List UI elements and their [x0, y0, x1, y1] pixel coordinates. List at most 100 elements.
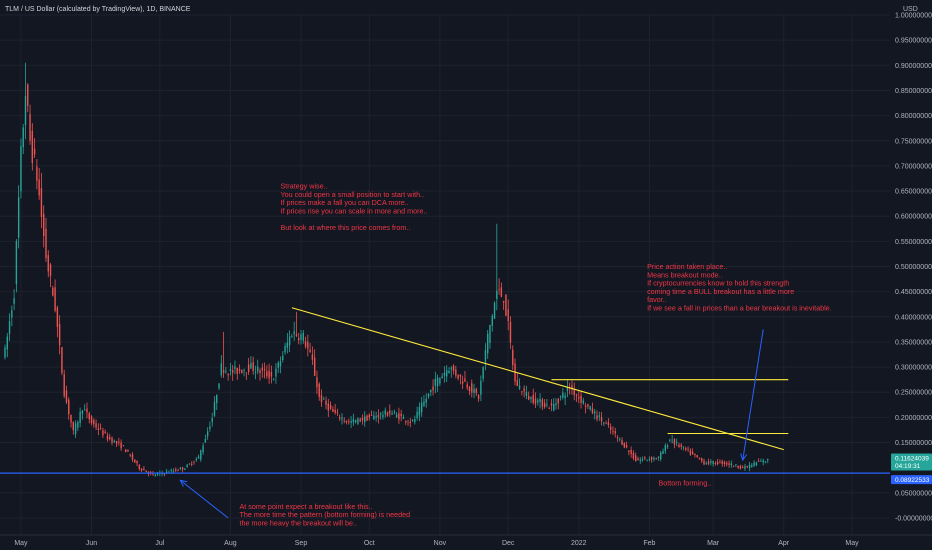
- x-tick-label: May: [14, 540, 28, 547]
- candle-bull: [484, 350, 487, 363]
- candle-bear: [573, 388, 575, 395]
- x-tick-label: Mar: [707, 540, 720, 547]
- y-tick-label: 0.40000000: [895, 314, 932, 321]
- candle-bear: [457, 374, 459, 379]
- candle-bull: [200, 450, 202, 460]
- candle-bull: [350, 421, 352, 423]
- candle-bull: [564, 395, 566, 399]
- candle-bull: [669, 440, 671, 442]
- candle-bull: [744, 466, 746, 469]
- candle-bear: [405, 420, 407, 423]
- candle-bear: [477, 395, 480, 400]
- candle-bear: [605, 423, 607, 425]
- candle-bear: [122, 445, 125, 446]
- candle-bear: [407, 421, 409, 423]
- candle-bull: [553, 404, 555, 411]
- candle-bull: [675, 442, 678, 444]
- candle-bull: [352, 419, 355, 423]
- candle-bear: [99, 428, 102, 429]
- candle-bear: [58, 323, 61, 346]
- candle-bear: [468, 387, 471, 392]
- candle-bull: [450, 367, 452, 370]
- candle-bull: [530, 397, 532, 399]
- candle-bull: [220, 363, 223, 376]
- candle-bear: [33, 148, 36, 155]
- last-price-tag: [891, 453, 932, 471]
- candle-bull: [354, 419, 357, 422]
- candle-bull: [156, 473, 159, 475]
- candle-bear: [49, 264, 52, 276]
- candle-bear: [236, 368, 238, 374]
- x-tick-label: 2022: [571, 540, 587, 547]
- candle-bear: [261, 367, 263, 371]
- drawings-layer[interactable]: [0, 307, 890, 519]
- candle-bull: [487, 333, 489, 354]
- annotation-text[interactable]: Price action taken place..Means breakout…: [647, 262, 832, 313]
- candle-bear: [298, 338, 300, 341]
- candle-bear: [245, 372, 248, 374]
- candle-bear: [377, 414, 380, 418]
- candle-bear: [386, 412, 389, 416]
- arrow-head: [740, 453, 748, 462]
- candle-bear: [685, 447, 687, 450]
- candle-bull: [480, 380, 482, 395]
- candle-bull: [646, 459, 648, 461]
- arrow-line[interactable]: [742, 329, 764, 461]
- candle-bull: [13, 298, 15, 304]
- candle-bear: [701, 458, 703, 461]
- annotation-text[interactable]: Strategy wise..You could open a small po…: [281, 182, 428, 233]
- candle-bull: [81, 410, 84, 414]
- candle-bear: [313, 357, 316, 376]
- candle-bear: [359, 419, 361, 422]
- candle-bull: [671, 441, 673, 443]
- descending-trendline[interactable]: [291, 307, 784, 451]
- candle-bull: [446, 370, 448, 377]
- currency-label: USD: [903, 6, 918, 13]
- candle-bear: [703, 460, 705, 465]
- candle-bear: [728, 463, 730, 465]
- candle-bull: [186, 464, 188, 468]
- candle-bear: [111, 437, 113, 443]
- annotation-text[interactable]: At some point expect a breakout like thi…: [240, 502, 411, 528]
- candle-bear: [475, 388, 478, 394]
- candle-bear: [327, 403, 330, 411]
- candle-bear: [52, 287, 54, 296]
- candles-layer: [4, 62, 769, 477]
- candle-bear: [163, 473, 166, 475]
- candle-bull: [518, 385, 521, 389]
- candle-bear: [527, 396, 530, 400]
- y-tick-label: 0.15000000: [895, 440, 932, 447]
- candle-bear: [400, 413, 402, 417]
- candle-bull: [735, 464, 737, 466]
- candle-bull: [24, 96, 27, 126]
- annotation-line: Price action taken place..: [647, 262, 727, 271]
- candle-bear: [238, 369, 241, 371]
- candle-bull: [188, 463, 191, 465]
- annotation-line: Strategy wise..: [281, 182, 328, 191]
- candle-bear: [673, 439, 676, 445]
- candle-bear: [370, 415, 373, 416]
- candle-bear: [131, 454, 134, 460]
- candle-bear: [348, 421, 350, 423]
- candle-bear: [625, 445, 628, 448]
- candle-bear: [505, 294, 507, 316]
- candle-bear: [145, 470, 147, 473]
- x-tick-label: Jul: [155, 540, 164, 547]
- candle-bear: [309, 349, 311, 352]
- candle-bull: [705, 463, 707, 464]
- candle-bear: [600, 417, 603, 422]
- candle-bull: [603, 422, 605, 424]
- candle-bull: [755, 462, 758, 466]
- candle-bear: [739, 465, 742, 469]
- y-tick-label: 0.65000000: [895, 189, 932, 196]
- candle-bull: [284, 345, 286, 353]
- candle-bear: [621, 440, 623, 445]
- arrow-line[interactable]: [180, 479, 229, 519]
- annotation-text[interactable]: Bottom forming..: [658, 478, 711, 487]
- candle-bear: [88, 413, 90, 420]
- time-axis[interactable]: May Jun Jul Aug Sep Oct Nov Dec 2022 Feb Mar Apr May: [0, 534, 932, 547]
- candle-bear: [252, 362, 254, 371]
- candle-bull: [357, 418, 359, 424]
